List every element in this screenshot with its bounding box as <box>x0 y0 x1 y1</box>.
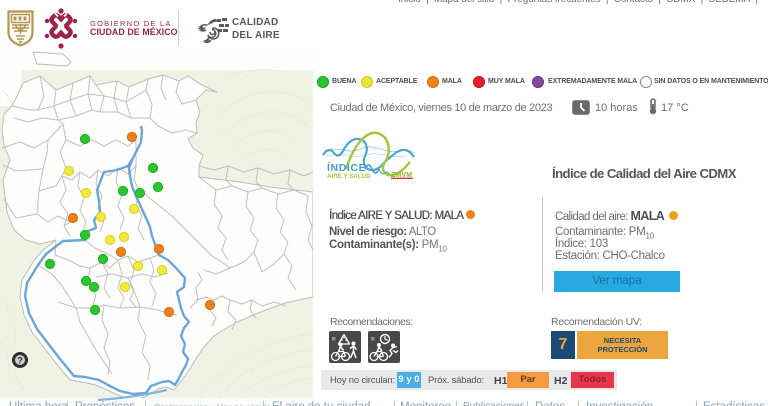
svg-text:?: ? <box>17 356 23 366</box>
svg-text:ÍNDICE: ÍNDICE <box>327 161 366 174</box>
svg-text:AIRE Y SALUD: AIRE Y SALUD <box>327 173 371 179</box>
svg-text:ZMVM: ZMVM <box>391 170 412 179</box>
